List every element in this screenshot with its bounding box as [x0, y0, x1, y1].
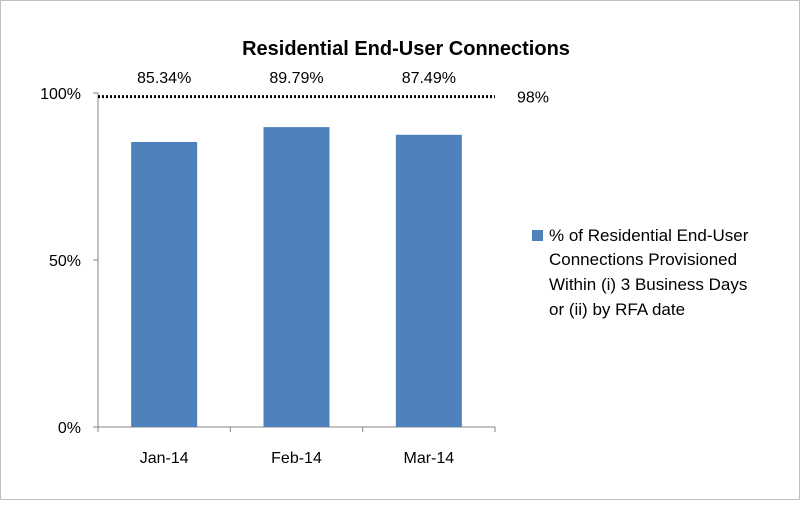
- legend-line-2: Connections Provisioned: [549, 250, 737, 269]
- legend-line-3: Within (i) 3 Business Days: [549, 275, 747, 294]
- y-tick-label: 0%: [58, 420, 81, 437]
- data-label: 87.49%: [402, 70, 456, 87]
- bar: [395, 134, 462, 428]
- y-axis: 0% 50% 100%: [40, 86, 99, 437]
- target-line-group: 98%: [98, 90, 549, 107]
- x-tick-label: Feb-14: [271, 450, 322, 467]
- y-tick-label: 100%: [40, 86, 81, 103]
- x-tick-label: Jan-14: [140, 450, 189, 467]
- legend: % of Residential End-User Connections Pr…: [532, 226, 749, 319]
- legend-line-4: or (ii) by RFA date: [549, 300, 685, 319]
- target-label: 98%: [517, 90, 549, 107]
- x-tick-label: Mar-14: [403, 450, 454, 467]
- y-tick-label: 50%: [49, 253, 81, 270]
- x-axis: Jan-14 Feb-14 Mar-14: [97, 426, 496, 467]
- bars: [131, 127, 462, 428]
- data-label: 85.34%: [137, 70, 191, 87]
- data-label: 89.79%: [269, 70, 323, 87]
- chart-title: Residential End-User Connections: [242, 38, 570, 60]
- bar: [131, 141, 198, 427]
- data-labels: 85.34% 89.79% 87.49%: [137, 70, 456, 87]
- legend-swatch: [532, 230, 543, 241]
- bar: [263, 127, 330, 427]
- legend-line-1: % of Residential End-User: [549, 226, 749, 245]
